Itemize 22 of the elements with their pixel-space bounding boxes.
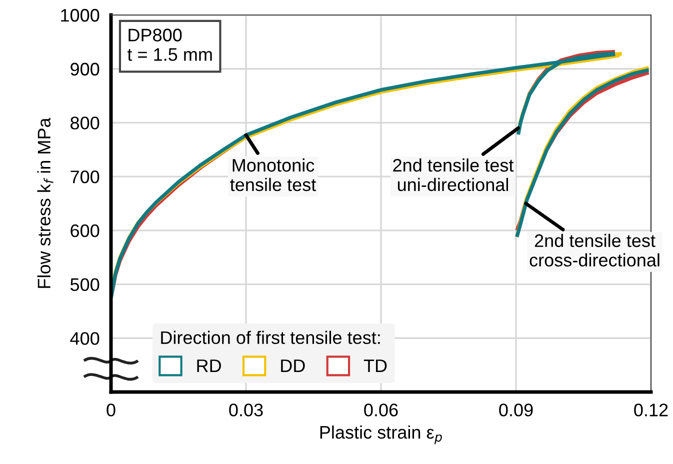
x-tick-label: 0.03 (229, 404, 263, 416)
y-tick-label: 600 (70, 224, 100, 238)
y-tick-label: 400 (70, 332, 100, 345)
y-tick-label: 800 (70, 116, 100, 130)
x-axis-title: Plastic strain ε$_{p}$ (320, 426, 442, 444)
y-tick-label: 700 (70, 170, 100, 184)
annotation: 2nd tensile test uni-directional (393, 158, 514, 192)
y-tick-label: 500 (70, 278, 100, 292)
legend-label: DD (281, 360, 305, 372)
x-tick-label: 0 (106, 404, 116, 416)
y-tick-label: 900 (70, 62, 100, 76)
annotation: 2nd tensile test cross-directional (530, 234, 660, 267)
x-tick-label: 0.09 (499, 404, 533, 416)
x-tick-label: 0.12 (634, 404, 668, 416)
legend-title: Direction of first tensile test: (161, 330, 380, 344)
legend-label: TD (364, 360, 387, 372)
y-tick-label: 1000 (61, 8, 100, 22)
annotation: Monotonic tensile test (230, 158, 316, 192)
legend-label: RD (197, 360, 221, 372)
x-tick-label: 0.06 (364, 404, 398, 416)
y-axis-title: Flow stress k$_{f}$ in MPa (37, 118, 54, 288)
annotation: DP800 t = 1.5 mm (127, 28, 212, 61)
